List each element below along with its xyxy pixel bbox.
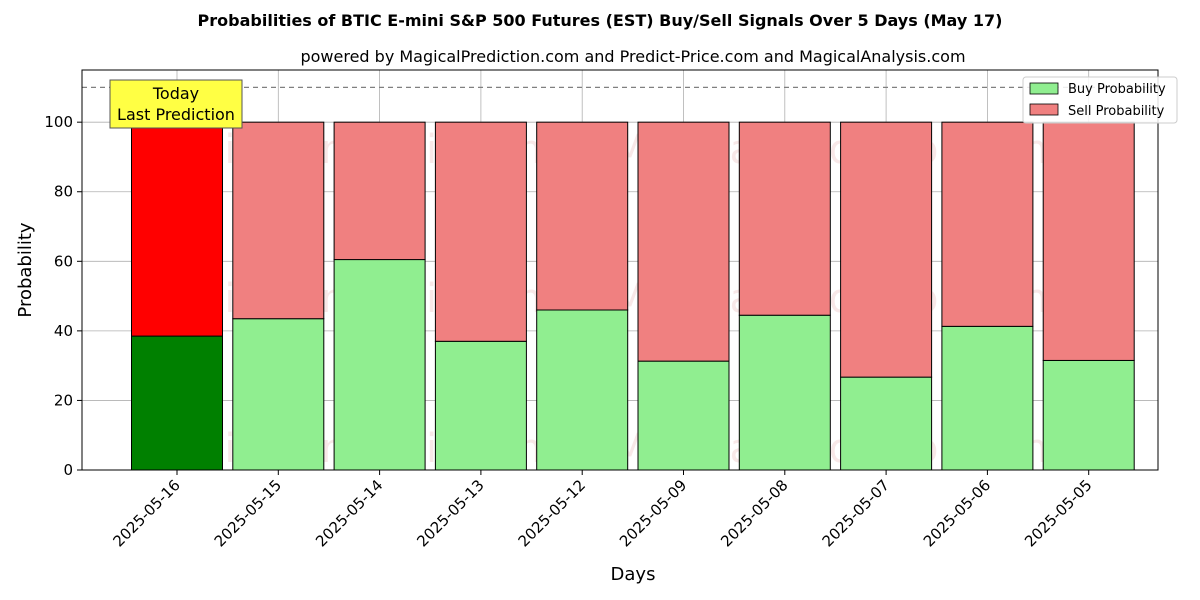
plot-frame xyxy=(81,69,1159,471)
bar-buy-2025-05-06 xyxy=(941,325,1034,471)
x-tick-label: 2025-05-13 xyxy=(413,476,487,550)
bar-buy-2025-05-07 xyxy=(840,376,933,471)
bar-buy-2025-05-15 xyxy=(232,318,325,471)
bar-buy-2025-05-08 xyxy=(738,314,831,471)
annotation-line-2: Last Prediction xyxy=(117,105,235,124)
x-tick-label: 2025-05-16 xyxy=(109,476,183,550)
x-tick-label: 2025-05-08 xyxy=(717,476,791,550)
y-tick-label: 0 xyxy=(63,461,73,479)
y-tick-label: 40 xyxy=(54,322,73,340)
today-annotation: Today Last Prediction xyxy=(109,79,243,129)
legend-label-sell: Sell Probability xyxy=(1068,104,1165,119)
y-axis-label: Probability xyxy=(15,222,36,317)
bar-buy-2025-05-14 xyxy=(333,259,426,471)
bar-sell-2025-05-14 xyxy=(333,121,426,261)
bar-sell-2025-05-05 xyxy=(1042,121,1135,361)
x-tick-label: 2025-05-05 xyxy=(1021,476,1095,550)
bars-layer xyxy=(131,121,1135,471)
y-tick-label: 100 xyxy=(44,113,73,131)
bar-sell-2025-05-12 xyxy=(536,121,629,311)
annotation-box xyxy=(109,79,243,129)
bar-sell-2025-05-09 xyxy=(637,121,730,362)
legend-label-buy: Buy Probability xyxy=(1068,82,1166,97)
x-axis-label: Days xyxy=(611,564,656,585)
x-tick-label: 2025-05-15 xyxy=(211,476,285,550)
x-tick-label: 2025-05-09 xyxy=(616,476,690,550)
legend-box xyxy=(1022,76,1178,124)
bar-buy-2025-05-12 xyxy=(536,309,629,471)
bar-sell-2025-05-07 xyxy=(840,121,933,378)
chart-subtitle: powered by MagicalPrediction.com and Pre… xyxy=(300,47,965,66)
y-tick-label: 60 xyxy=(54,252,73,270)
annotation-line-1: Today xyxy=(152,84,199,103)
x-tick-label: 2025-05-12 xyxy=(515,476,589,550)
x-tick-label: 2025-05-07 xyxy=(819,476,893,550)
chart-title: Probabilities of BTIC E-mini S&P 500 Fut… xyxy=(198,11,1003,30)
y-tick-label: 20 xyxy=(54,391,73,409)
bar-buy-2025-05-13 xyxy=(434,340,527,471)
bar-buy-2025-05-05 xyxy=(1042,359,1135,471)
bar-sell-2025-05-08 xyxy=(738,121,831,316)
bar-sell-2025-05-06 xyxy=(941,121,1034,327)
y-tick-label: 80 xyxy=(54,183,73,201)
x-axis-ticks: 2025-05-16 2025-05-15 2025-05-14 2025-05-13… xyxy=(109,470,1096,550)
x-tick-label: 2025-05-06 xyxy=(920,476,994,550)
legend: Buy Probability Sell Probability xyxy=(1022,76,1178,124)
legend-swatch-sell xyxy=(1029,103,1059,116)
x-tick-label: 2025-05-14 xyxy=(312,476,386,550)
bar-sell-2025-05-15 xyxy=(232,121,325,320)
bar-sell-2025-05-13 xyxy=(434,121,527,342)
bar-buy-2025-05-09 xyxy=(637,360,730,471)
bar-sell-2025-05-16 xyxy=(131,121,223,337)
legend-swatch-buy xyxy=(1029,82,1059,95)
bar-buy-2025-05-16 xyxy=(131,335,223,471)
y-axis-ticks: 0 20 40 60 80 100 xyxy=(44,113,82,479)
